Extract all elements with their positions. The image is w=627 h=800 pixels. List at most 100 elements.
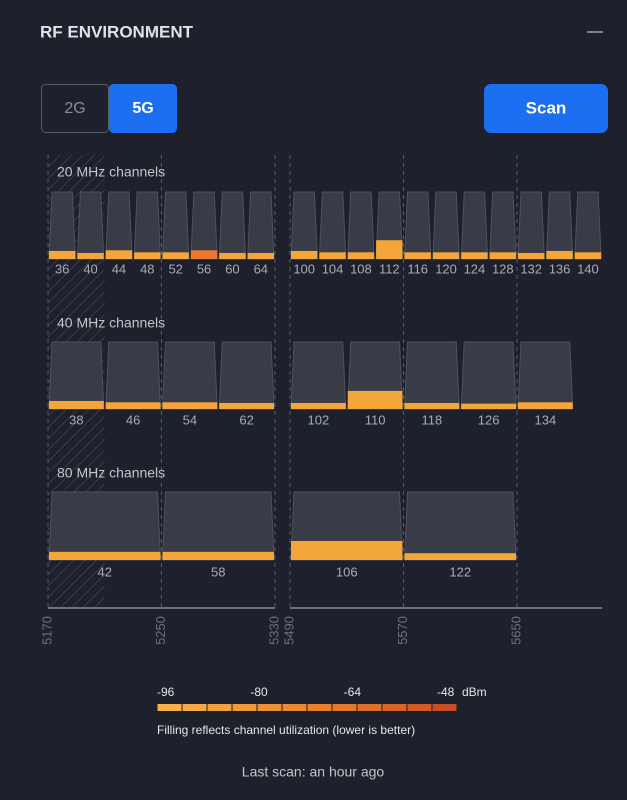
channel-label: 118 xyxy=(422,412,443,427)
group-label: 80 MHz channels xyxy=(57,465,165,481)
utilization-fill xyxy=(546,250,573,259)
scan-button[interactable] xyxy=(484,84,608,133)
channel-bar xyxy=(218,191,247,260)
utilization-fill xyxy=(461,252,488,259)
utilization-fill xyxy=(247,252,274,259)
utilization-fill xyxy=(105,402,161,409)
legend-tick-label: -64 xyxy=(344,685,362,699)
utilization-fill xyxy=(574,252,602,259)
channel-label: 136 xyxy=(549,261,571,276)
utilization-fill xyxy=(404,402,460,409)
channel-label: 126 xyxy=(478,412,500,427)
channel-bar xyxy=(133,191,162,260)
utilization-fill xyxy=(162,402,218,409)
channel-bar xyxy=(218,341,275,410)
frequency-tick-label: 5170 xyxy=(39,616,54,645)
channel-bar xyxy=(517,341,574,410)
channel-bar xyxy=(161,491,275,561)
channel-label: 48 xyxy=(140,261,154,276)
channel-label: 104 xyxy=(322,261,344,276)
utilization-fill xyxy=(319,252,346,259)
channel-label: 42 xyxy=(98,564,112,579)
channel-label: 52 xyxy=(168,261,182,276)
tab-label[interactable]: 2G xyxy=(64,100,85,117)
utilization-fill xyxy=(404,553,516,560)
utilization-fill xyxy=(376,240,403,259)
channel-label: 116 xyxy=(407,261,428,276)
frequency-tick-label: 5490 xyxy=(281,616,296,645)
legend-tick-label: -96 xyxy=(157,685,175,699)
utilization-fill xyxy=(291,402,346,409)
legend-swatch xyxy=(307,704,332,711)
utilization-fill xyxy=(49,250,76,259)
utilization-fill xyxy=(347,252,375,259)
channel-label: 58 xyxy=(211,564,225,579)
channel-label: 110 xyxy=(365,412,386,427)
legend-swatch xyxy=(382,704,407,711)
channel-bar xyxy=(290,341,347,410)
channel-label: 108 xyxy=(350,261,372,276)
tab-label[interactable]: 5G xyxy=(132,100,153,117)
legend-swatch xyxy=(407,704,432,711)
channel-bar xyxy=(105,191,133,260)
channel-label: 64 xyxy=(254,261,268,276)
channel-bar xyxy=(290,191,318,260)
frequency-tick-label: 5570 xyxy=(395,616,410,645)
channel-bar xyxy=(517,191,545,260)
legend-unit: dBm xyxy=(462,685,487,699)
channel-bar xyxy=(403,341,460,410)
frequency-tick-label: 5650 xyxy=(508,616,523,645)
channel-label: 112 xyxy=(379,261,400,276)
channel-label: 102 xyxy=(308,412,330,427)
utilization-fill xyxy=(162,252,189,259)
legend-swatch xyxy=(332,704,357,711)
scan-button-label[interactable]: Scan xyxy=(526,98,567,117)
tab[interactable] xyxy=(41,84,109,133)
channel-bar xyxy=(403,491,517,561)
channel-label: 140 xyxy=(577,261,599,276)
channel-label: 36 xyxy=(55,261,69,276)
utilization-fill xyxy=(162,551,274,560)
channel-bar xyxy=(432,191,460,260)
channel-bar xyxy=(48,491,162,561)
legend-swatch xyxy=(257,704,282,711)
channel-bar xyxy=(105,341,162,410)
channel-bar xyxy=(318,191,347,260)
utilization-fill xyxy=(489,252,516,259)
legend-swatch xyxy=(232,704,257,711)
channel-label: 100 xyxy=(293,261,315,276)
channel-bar xyxy=(460,341,517,410)
channel-bar xyxy=(460,191,489,260)
channel-label: 60 xyxy=(225,261,239,276)
channel-bar xyxy=(489,191,517,260)
channel-bar xyxy=(161,341,218,410)
channel-label: 134 xyxy=(535,412,557,427)
utilization-fill xyxy=(134,252,161,259)
legend-swatch xyxy=(282,704,307,711)
legend-swatch xyxy=(157,704,182,711)
last-scan: Last scan: an hour ago xyxy=(242,764,385,780)
legend-swatch xyxy=(357,704,382,711)
legend-swatch xyxy=(207,704,232,711)
channel-label: 120 xyxy=(435,261,457,276)
legend-note: Filling reflects channel utilization (lo… xyxy=(157,723,415,737)
channel-label: 54 xyxy=(183,412,197,427)
channel-label: 62 xyxy=(239,412,253,427)
channel-bar xyxy=(347,191,375,260)
utilization-fill xyxy=(461,403,516,409)
utilization-fill xyxy=(219,402,274,409)
channel-label: 46 xyxy=(126,412,140,427)
panel-title: RF ENVIRONMENT xyxy=(40,22,194,41)
group-label: 40 MHz channels xyxy=(57,315,165,331)
utilization-fill xyxy=(518,252,545,259)
utilization-fill xyxy=(49,400,104,409)
utilization-fill xyxy=(219,252,246,259)
utilization-fill xyxy=(432,252,460,259)
tab[interactable] xyxy=(109,84,177,133)
utilization-fill xyxy=(347,390,403,409)
channel-label: 106 xyxy=(336,564,358,579)
legend-tick-label: -48 xyxy=(437,685,455,699)
channel-label: 38 xyxy=(69,412,83,427)
channel-label: 44 xyxy=(112,261,126,276)
